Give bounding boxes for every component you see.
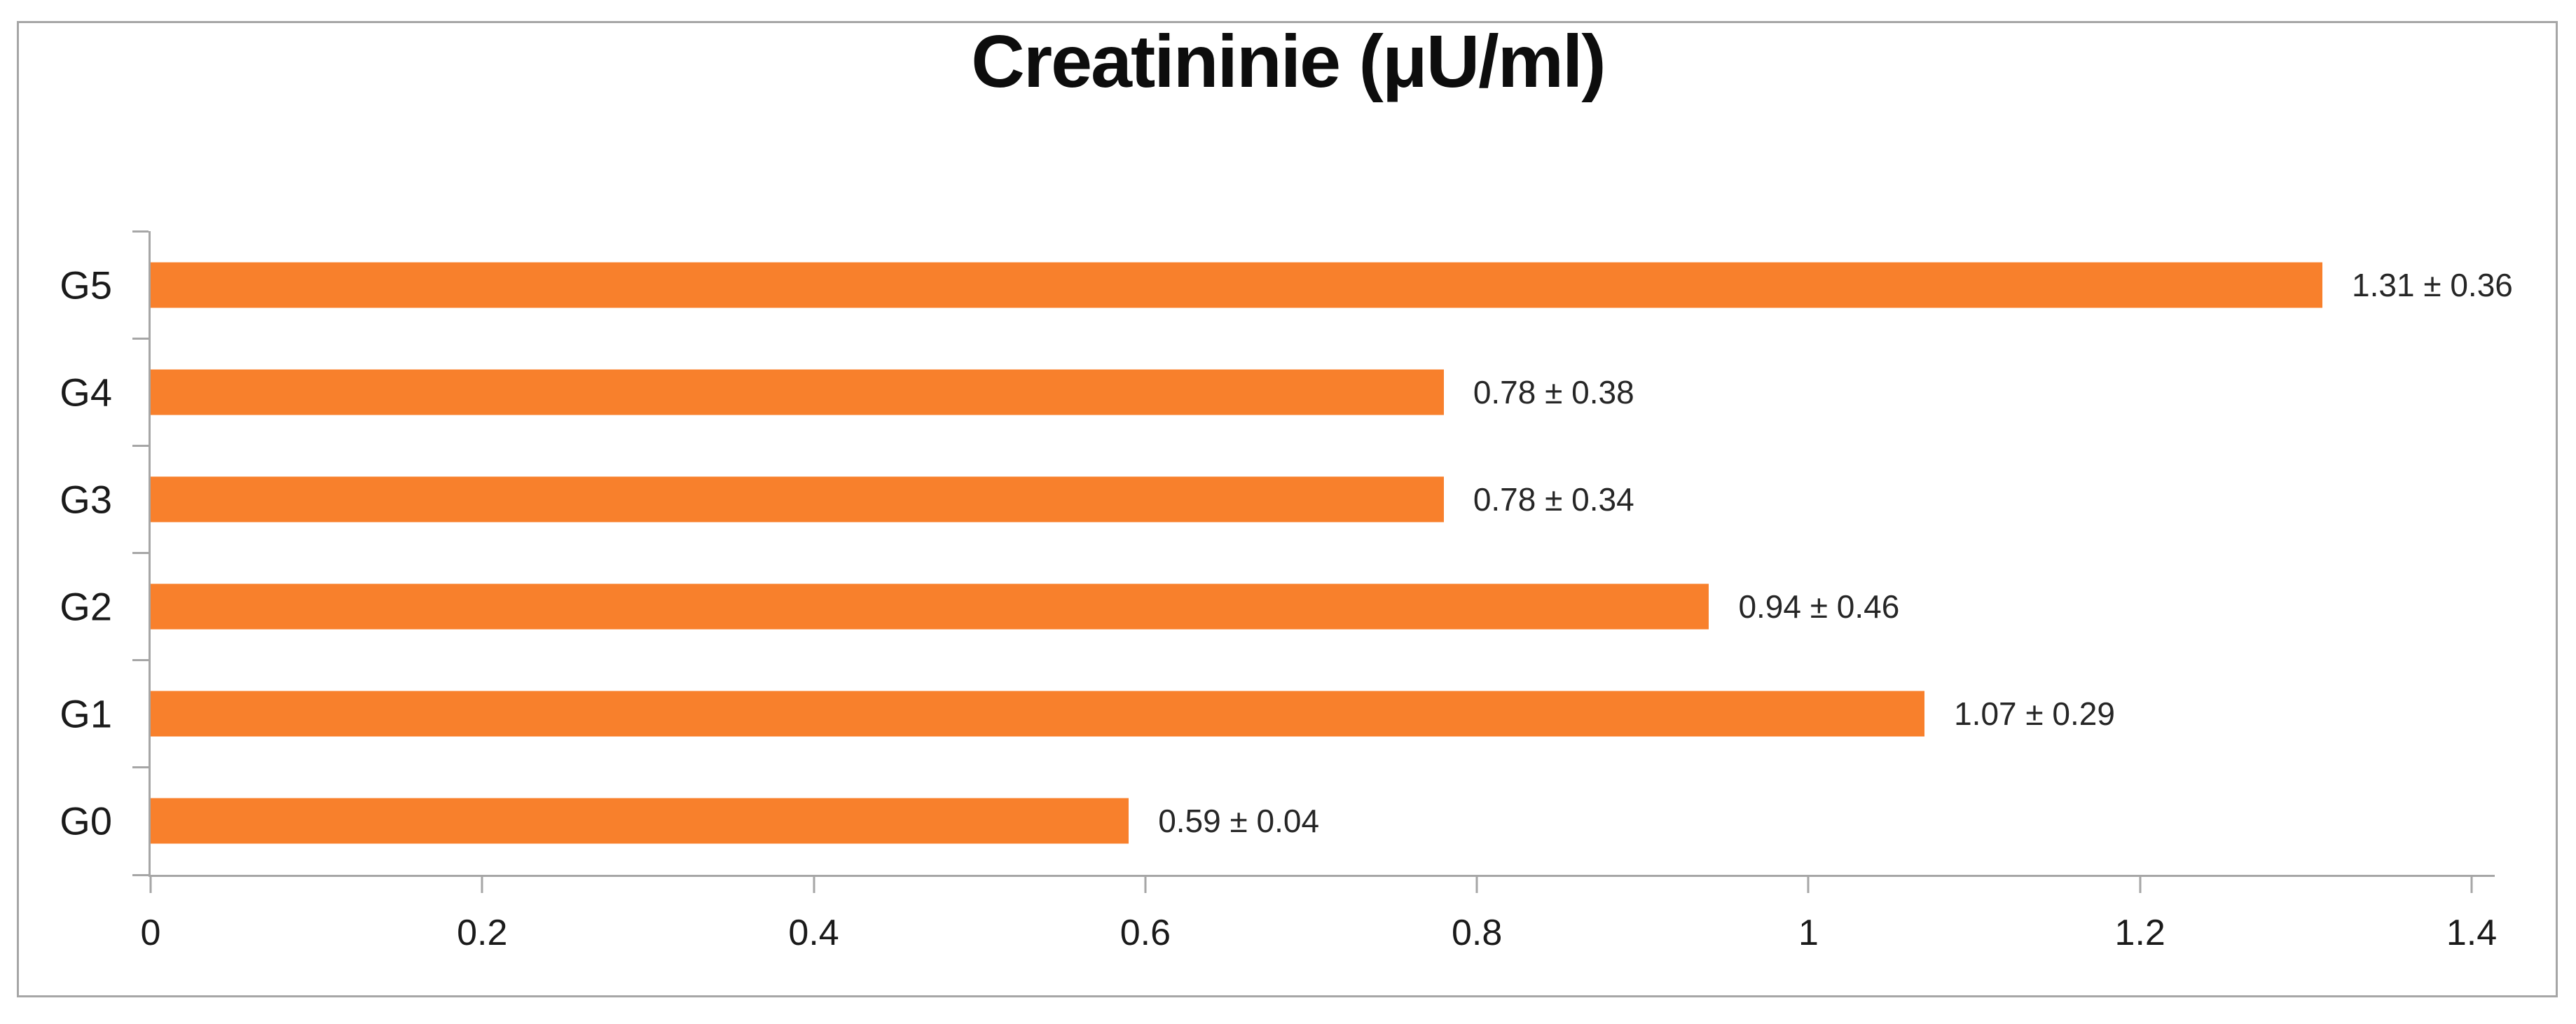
category-label: G4	[60, 370, 112, 415]
x-tick-label: 1	[1798, 913, 1819, 953]
y-tick-mark	[132, 552, 149, 554]
x-tick-label: 0.6	[1120, 913, 1171, 953]
bar-row: G3 0.78 ± 0.34	[60, 445, 2472, 553]
y-tick-mark	[132, 873, 149, 876]
x-axis-line	[149, 875, 2495, 877]
y-axis-line	[149, 231, 151, 875]
category-label: G3	[60, 477, 112, 522]
x-tick-mark	[2139, 877, 2142, 893]
x-tick-mark	[1144, 877, 1147, 893]
x-tick-mark	[2470, 877, 2473, 893]
x-tick-mark	[1475, 877, 1478, 893]
x-tick-label: 1.4	[2446, 913, 2498, 953]
x-tick-mark	[1807, 877, 1810, 893]
bar	[151, 798, 1129, 844]
bar-value-label: 0.59 ± 0.04	[1158, 803, 1320, 840]
plot-area: G5 1.31 ± 0.36 G4 0.78 ± 0.38 G3 0.78 ± 0.34 G…	[60, 230, 2513, 893]
bar	[151, 369, 1444, 415]
category-label: G1	[60, 691, 112, 736]
category-label: G2	[60, 584, 112, 629]
bar-value-label: 0.94 ± 0.46	[1738, 588, 1900, 625]
bar	[151, 262, 2323, 308]
category-label: G0	[60, 798, 112, 843]
bar-value-label: 1.07 ± 0.29	[1954, 696, 2115, 733]
y-tick-mark	[132, 659, 149, 662]
category-label: G5	[60, 263, 112, 307]
x-tick-label: 1.2	[2114, 913, 2165, 953]
bar-value-label: 0.78 ± 0.34	[1473, 480, 1634, 518]
bar-row: G4 0.78 ± 0.38	[60, 338, 2472, 445]
bar-row: G1 1.07 ± 0.29	[60, 660, 2472, 768]
chart-title: Creatininie (μU/ml)	[971, 20, 1606, 103]
y-tick-mark	[132, 444, 149, 447]
x-tick-label: 0.4	[788, 913, 839, 953]
y-tick-mark	[132, 230, 149, 233]
y-tick-mark	[132, 766, 149, 769]
bar	[151, 476, 1444, 523]
bar-row: G2 0.94 ± 0.46	[60, 553, 2472, 660]
x-tick-mark	[813, 877, 815, 893]
bar-value-label: 1.31 ± 0.36	[2352, 266, 2513, 303]
x-tick-mark	[149, 877, 152, 893]
x-tick-mark	[481, 877, 483, 893]
x-tick-label: 0.2	[457, 913, 508, 953]
x-tick-label: 0.8	[1451, 913, 1503, 953]
bar	[151, 583, 1709, 630]
bar-value-label: 0.78 ± 0.38	[1473, 373, 1634, 410]
bar	[151, 691, 1925, 737]
y-tick-mark	[132, 337, 149, 340]
bar-row: G5 1.31 ± 0.36	[60, 231, 2513, 338]
x-tick-label: 0	[140, 913, 161, 953]
bar-row: G0 0.59 ± 0.04	[60, 768, 2472, 875]
